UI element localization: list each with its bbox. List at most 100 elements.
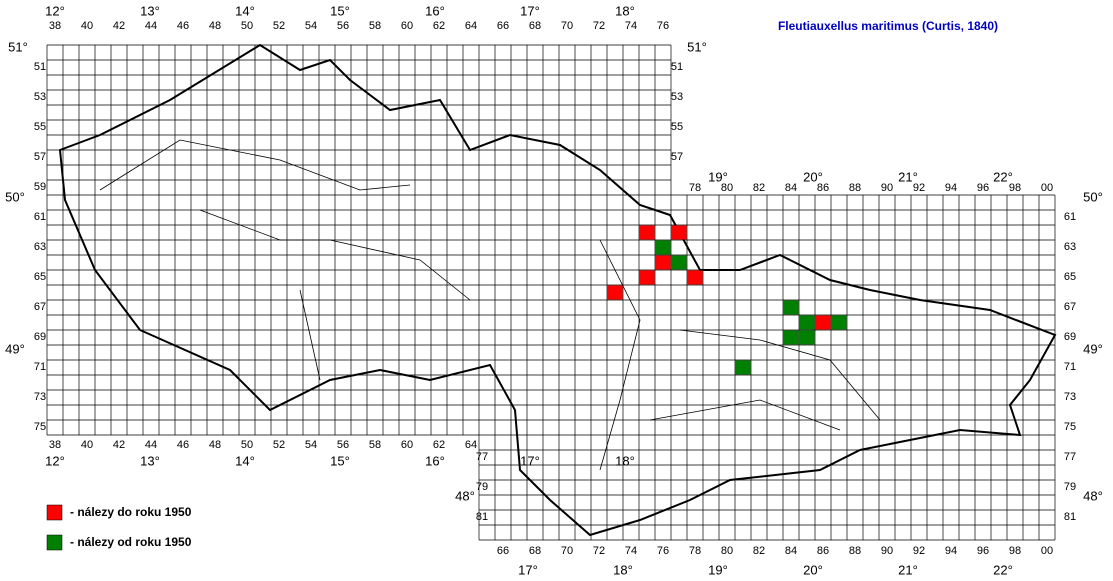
- longitude-label: 20°: [803, 169, 823, 184]
- grid-label: 82: [753, 545, 765, 557]
- grid-label: 55: [34, 121, 46, 133]
- grid-label: 57: [671, 151, 683, 163]
- title: Fleutiauxellus maritimus (Curtis, 1840): [778, 19, 998, 33]
- grid-label: 50: [241, 20, 253, 32]
- labels: 38 40 42 44 46 48 50 52 54 56 58 60 62 64 66 68 70 72 74 76…: [5, 3, 1103, 577]
- grid-label: 66: [497, 20, 509, 32]
- latitude-label: 50°: [1083, 189, 1103, 204]
- longitude-label: 12°: [45, 3, 65, 18]
- grid-label: 90: [881, 182, 893, 194]
- grid-label: 81: [476, 511, 488, 523]
- grid-label: 52: [273, 20, 285, 32]
- grid-label: 51: [34, 61, 46, 73]
- grid-label: 70: [561, 20, 573, 32]
- longitude-label: 18°: [615, 453, 635, 468]
- grid-label: 82: [753, 182, 765, 194]
- grid-label: 73: [1064, 391, 1076, 403]
- record-square: [639, 225, 655, 240]
- longitude-label: 16°: [425, 3, 445, 18]
- grid-label: 78: [689, 182, 701, 194]
- longitude-label: 13°: [140, 3, 160, 18]
- grid-label: 65: [34, 271, 46, 283]
- grid-label: 67: [34, 301, 46, 313]
- grid-label: 57: [34, 151, 46, 163]
- latitude-label: 49°: [1083, 341, 1103, 356]
- grid-label: 64: [465, 20, 477, 32]
- grid-label: 62: [433, 439, 445, 451]
- longitude-label: 15°: [330, 3, 350, 18]
- grid-label: 72: [593, 20, 605, 32]
- grid-label: 76: [657, 545, 669, 557]
- grid-label: 92: [913, 545, 925, 557]
- grid-label: 42: [113, 439, 125, 451]
- longitude-label: 21°: [898, 562, 918, 577]
- grid-label: 56: [337, 20, 349, 32]
- longitude-label: 17°: [518, 562, 538, 577]
- grid-label: 62: [433, 20, 445, 32]
- record-square: [655, 255, 671, 270]
- grid-label: 73: [34, 391, 46, 403]
- grid-label: 84: [785, 182, 797, 194]
- record-square: [639, 270, 655, 285]
- record-square: [671, 255, 687, 270]
- grid-label: 44: [145, 439, 157, 451]
- longitude-label: 22°: [993, 169, 1013, 184]
- record-square: [687, 270, 703, 285]
- grid-label: 86: [817, 182, 829, 194]
- grid-label: 48: [209, 20, 221, 32]
- latitude-label: 49°: [5, 341, 25, 356]
- latitude-label: 51°: [8, 39, 28, 54]
- record-square: [735, 360, 751, 375]
- longitude-label: 20°: [803, 562, 823, 577]
- grid-label: 74: [625, 20, 637, 32]
- grid-label: 53: [671, 91, 683, 103]
- longitude-label: 16°: [425, 453, 445, 468]
- border: [58, 43, 1057, 537]
- grid-label: 70: [561, 545, 573, 557]
- grid-label: 80: [721, 182, 733, 194]
- longitude-label: 12°: [45, 453, 65, 468]
- longitude-label: 19°: [708, 562, 728, 577]
- record-square: [799, 330, 815, 345]
- record-square: [655, 240, 671, 255]
- grid: [46, 44, 1056, 541]
- longitude-label: 21°: [898, 169, 918, 184]
- grid-label: 61: [34, 211, 46, 223]
- grid-label: 84: [785, 545, 797, 557]
- grid-label: 60: [401, 439, 413, 451]
- longitude-label: 15°: [330, 453, 350, 468]
- grid-label: 72: [593, 545, 605, 557]
- record-square: [815, 315, 831, 330]
- grid-label: 79: [476, 481, 488, 493]
- grid-label: 69: [34, 331, 46, 343]
- rivers: [99, 139, 881, 471]
- grid-label: 50: [241, 439, 253, 451]
- record-square: [671, 225, 687, 240]
- legend-label: - nálezy od roku 1950: [70, 535, 192, 549]
- record-square: [799, 315, 815, 330]
- longitude-label: 18°: [613, 562, 633, 577]
- record-square: [783, 300, 799, 315]
- grid-label: 44: [145, 20, 157, 32]
- grid-label: 53: [34, 91, 46, 103]
- grid-label: 56: [337, 439, 349, 451]
- grid-label: 80: [721, 545, 733, 557]
- grid-label: 96: [977, 545, 989, 557]
- longitude-label: 13°: [140, 453, 160, 468]
- longitude-label: 19°: [708, 169, 728, 184]
- grid-label: 88: [849, 182, 861, 194]
- grid-label: 42: [113, 20, 125, 32]
- grid-label: 46: [177, 439, 189, 451]
- grid-label: 68: [529, 545, 541, 557]
- grid-label: 94: [945, 545, 957, 557]
- grid-label: 78: [689, 545, 701, 557]
- grid-label: 98: [1009, 545, 1021, 557]
- grid-label: 54: [305, 439, 317, 451]
- grid-label: 58: [369, 439, 381, 451]
- grid-label: 38: [49, 20, 61, 32]
- grid-label: 51: [671, 61, 683, 73]
- grid-label: 58: [369, 20, 381, 32]
- grid-label: 67: [1064, 301, 1076, 313]
